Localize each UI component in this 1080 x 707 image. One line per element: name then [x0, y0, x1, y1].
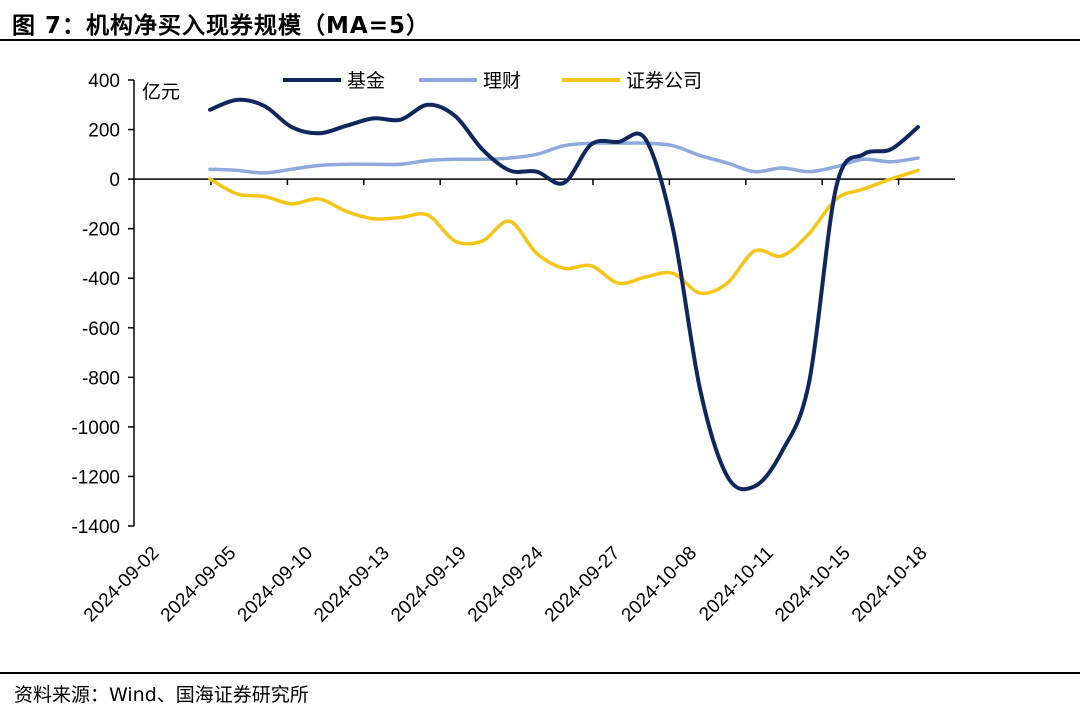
series-lines [208, 97, 920, 492]
x-tick-label: 2024-10-11 [695, 543, 778, 626]
y-tick-label: -1000 [71, 418, 120, 439]
x-tick-label: 2024-10-18 [848, 543, 932, 627]
x-tick-label: 2024-09-24 [464, 542, 548, 626]
source-note: 资料来源：Wind、国海证券研究所 [14, 684, 309, 706]
x-tick-label: 2024-10-08 [618, 543, 702, 627]
y-tick-label: -800 [82, 368, 120, 389]
y-tick-label: -400 [82, 269, 120, 290]
series-line-wealth [208, 141, 920, 175]
x-tick-label: 2024-09-02 [80, 543, 164, 627]
y-tick-label: 400 [88, 71, 120, 92]
bottom-divider [0, 672, 1080, 674]
y-tick-label: -1400 [71, 517, 120, 538]
y-axis: 400 200 0 -200 -400 -600 -800 -1000 -1200 -1400 [71, 71, 135, 538]
legend-label-broker: 证券公司 [626, 70, 702, 92]
x-tick-label: 2024-10-15 [771, 543, 855, 627]
legend: 基金 理财 证券公司 [283, 70, 702, 92]
y-tick-label: -200 [82, 220, 120, 241]
line-chart: 400 200 0 -200 -400 -600 -800 -1000 -1200 -1400 2… [71, 70, 955, 627]
y-tick-label: -600 [82, 319, 120, 340]
legend-label-fund: 基金 [347, 70, 385, 92]
legend-label-wealth: 理财 [483, 70, 521, 92]
x-axis: 2024-09-022024-09-052024-09-102024-09-13… [80, 178, 955, 627]
y-tick-label: -1200 [71, 467, 120, 488]
x-tick-label: 2024-09-13 [310, 543, 394, 627]
x-tick-label: 2024-09-19 [387, 543, 471, 627]
x-tick-label: 2024-09-27 [541, 543, 625, 627]
y-tick-label: 200 [88, 121, 120, 142]
series-line-fund [208, 97, 920, 492]
top-divider [0, 39, 1080, 41]
y-tick-label: 0 [109, 170, 120, 191]
chart-title: 图 7：机构净买入现券规模（MA=5） [12, 13, 430, 39]
x-tick-label: 2024-09-05 [157, 543, 241, 627]
series-line-broker [208, 168, 920, 296]
y-axis-unit-label: 亿元 [142, 81, 180, 103]
x-tick-label: 2024-09-10 [234, 543, 318, 627]
